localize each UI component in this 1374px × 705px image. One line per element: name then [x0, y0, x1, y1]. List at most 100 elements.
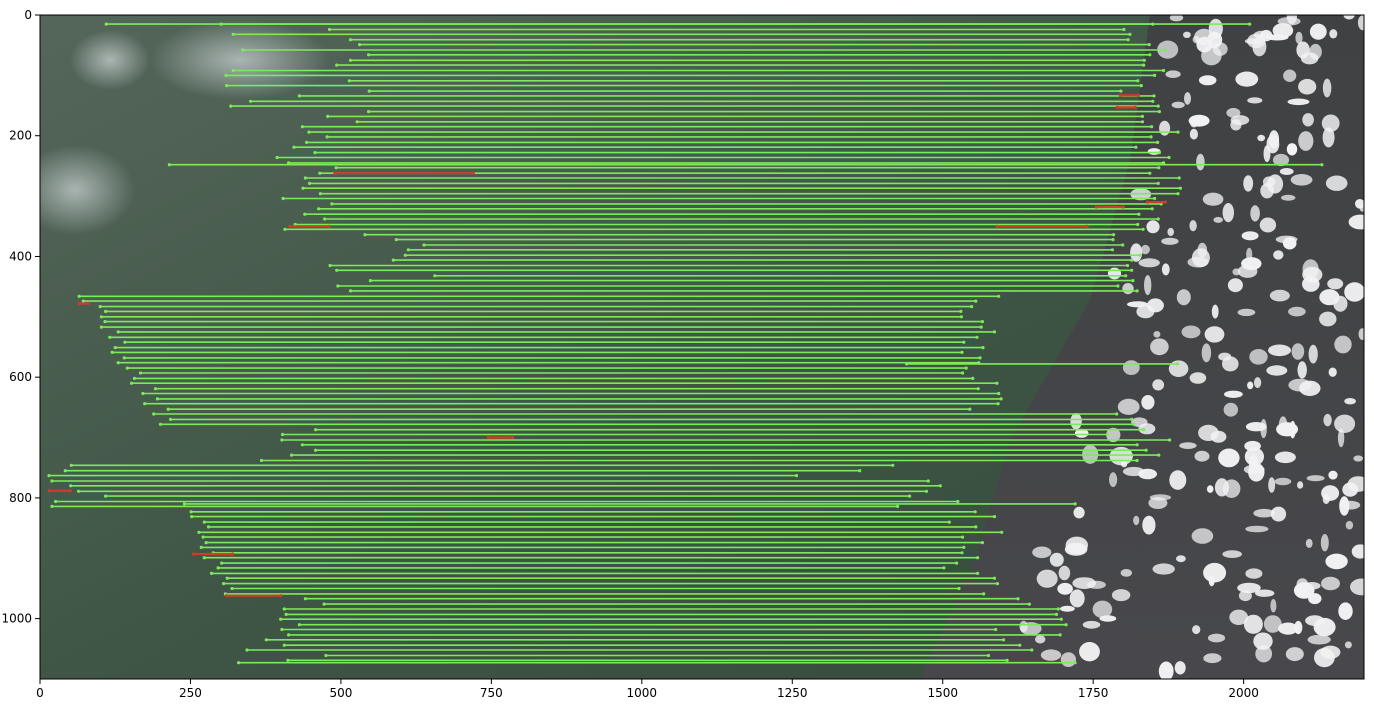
- cloud: [1082, 620, 1101, 629]
- cloud: [1072, 577, 1096, 589]
- match-point: [1142, 58, 1146, 62]
- match-point: [970, 305, 974, 309]
- match-point: [961, 371, 965, 375]
- match-point: [348, 38, 353, 42]
- cloud: [1032, 546, 1052, 559]
- cloud: [1254, 377, 1262, 389]
- match-point: [284, 612, 288, 617]
- match-point: [1130, 417, 1134, 421]
- cloud: [1176, 289, 1191, 306]
- cloud: [1274, 477, 1292, 486]
- match-point: [1156, 181, 1160, 185]
- match-point: [1156, 104, 1160, 108]
- match-point: [335, 268, 339, 272]
- match-point: [324, 653, 328, 658]
- cloud: [1224, 390, 1243, 398]
- match-point: [225, 594, 229, 598]
- cloud: [1328, 470, 1338, 480]
- cloud: [1245, 568, 1263, 579]
- cloud: [1333, 295, 1348, 312]
- match-point: [334, 166, 338, 170]
- match-point: [297, 94, 301, 98]
- cloud: [1249, 349, 1268, 365]
- match-point: [1148, 171, 1152, 175]
- match-point: [308, 181, 312, 185]
- match-point: [201, 535, 205, 539]
- match-point: [1130, 258, 1134, 262]
- match-point: [391, 258, 395, 262]
- cloud: [1302, 113, 1314, 127]
- cloud: [1146, 220, 1160, 234]
- cloud: [1244, 38, 1262, 45]
- match-point: [104, 309, 108, 313]
- match-point: [978, 356, 982, 360]
- match-point: [348, 289, 353, 293]
- match-point: [125, 366, 129, 370]
- cloud-cluster: [1019, 15, 1364, 679]
- cloud: [1167, 227, 1174, 237]
- match-point: [905, 362, 909, 366]
- match-point: [297, 623, 301, 627]
- cloud: [1323, 413, 1332, 427]
- match-point: [292, 145, 296, 149]
- match-point: [433, 274, 437, 278]
- cloud: [1176, 555, 1186, 563]
- match-point: [996, 402, 1000, 406]
- cloud: [1308, 593, 1322, 605]
- cloud: [1140, 244, 1150, 255]
- match-point: [355, 120, 359, 124]
- cloud: [1321, 576, 1340, 591]
- match-point: [138, 371, 143, 375]
- cloud: [1122, 283, 1134, 295]
- y-tick-label: 200: [9, 129, 32, 143]
- cloud: [1184, 92, 1191, 105]
- match-point: [1064, 623, 1068, 627]
- match-point: [1157, 151, 1161, 155]
- match-point: [1157, 166, 1161, 170]
- match-point: [997, 391, 1001, 396]
- match-point: [1133, 105, 1137, 109]
- match-point: [275, 155, 279, 160]
- cloud: [1266, 365, 1288, 376]
- match-point: [305, 140, 309, 144]
- cloud: [1243, 614, 1263, 634]
- cloud: [1203, 653, 1222, 664]
- cloud: [1049, 552, 1064, 567]
- cloud: [1158, 661, 1174, 679]
- x-tick-label: 500: [329, 686, 352, 700]
- cloud: [1319, 311, 1337, 327]
- match-point: [328, 263, 332, 268]
- cloud: [1339, 496, 1350, 516]
- match-point: [995, 582, 1000, 586]
- cloud: [1202, 192, 1224, 206]
- match-point: [1141, 227, 1145, 231]
- match-point: [282, 607, 286, 611]
- cloud: [1299, 380, 1321, 396]
- match-point: [191, 552, 196, 556]
- match-point: [1121, 205, 1125, 209]
- cloud: [1247, 381, 1254, 390]
- match-point: [1167, 155, 1171, 160]
- cloud: [1255, 645, 1273, 663]
- cloud: [1206, 485, 1214, 493]
- match-point: [287, 633, 291, 637]
- match-point: [964, 366, 968, 370]
- cloud: [1305, 538, 1313, 549]
- cloud: [1269, 289, 1290, 302]
- match-point: [1176, 192, 1180, 196]
- cloud: [1194, 450, 1210, 462]
- match-point: [995, 224, 999, 228]
- match-point: [108, 335, 112, 339]
- match-point: [50, 479, 54, 483]
- match-point: [103, 320, 107, 324]
- cloud: [1207, 31, 1223, 49]
- cloud: [1344, 282, 1364, 302]
- match-point: [283, 227, 287, 231]
- x-tick-label: 0: [36, 686, 44, 700]
- match-point: [997, 294, 1001, 298]
- match-point: [962, 340, 966, 344]
- match-point: [1056, 607, 1060, 611]
- match-point: [47, 474, 51, 478]
- match-point: [290, 453, 294, 457]
- match-point: [1059, 617, 1063, 621]
